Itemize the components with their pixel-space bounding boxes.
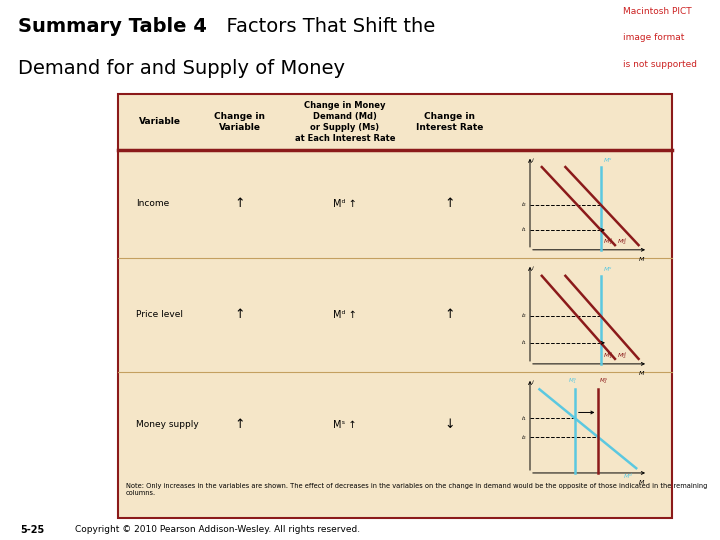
Text: $M_2^s$: $M_2^s$ [598,377,608,387]
Text: $M_1^s$: $M_1^s$ [568,377,577,387]
Text: Income: Income [136,199,169,208]
Text: $i_1$: $i_1$ [521,414,527,423]
Text: Variable: Variable [139,117,181,126]
Text: $M$: $M$ [639,478,646,486]
Text: $M$: $M$ [639,369,646,377]
Text: $M_1^d$: $M_1^d$ [603,236,613,247]
Text: 5-25: 5-25 [20,525,44,535]
Text: $i$: $i$ [531,264,535,272]
Text: Change in
Interest Rate: Change in Interest Rate [416,112,484,132]
Text: ↓: ↓ [445,418,455,431]
Text: Mᵈ ↑: Mᵈ ↑ [333,310,357,320]
Text: $i$: $i$ [531,156,535,164]
Text: $i_2$: $i_2$ [521,200,527,210]
Text: $M^s$: $M^s$ [603,266,613,274]
Text: Copyright © 2010 Pearson Addison-Wesley. All rights reserved.: Copyright © 2010 Pearson Addison-Wesley.… [75,525,360,535]
Text: Factors That Shift the: Factors That Shift the [214,17,435,36]
Text: ↑: ↑ [235,308,246,321]
Text: Demand for and Supply of Money: Demand for and Supply of Money [18,59,345,78]
Text: ↑: ↑ [235,418,246,431]
Text: $M$: $M$ [639,255,646,263]
Bar [118,94,672,518]
Text: $M^s$: $M^s$ [603,157,613,165]
Text: ↑: ↑ [445,197,455,210]
Text: Note: Only increases in the variables are shown. The effect of decreases in the : Note: Only increases in the variables ar… [126,483,707,496]
Text: $i_2$: $i_2$ [521,312,527,320]
Text: $M_2^d$: $M_2^d$ [617,236,628,247]
Text: Price level: Price level [136,310,183,319]
Text: $i_1$: $i_1$ [521,226,527,234]
Text: $M^d$: $M^d$ [624,472,634,481]
Text: Summary Table 4: Summary Table 4 [18,17,207,36]
Text: $M_1^d$: $M_1^d$ [603,350,613,361]
Text: Change in Money
Demand (Md)
or Supply (Ms)
at Each Interest Rate: Change in Money Demand (Md) or Supply (M… [294,100,395,143]
Text: $i$: $i$ [531,377,535,386]
Text: ↑: ↑ [235,197,246,210]
Text: Macintosh PICT: Macintosh PICT [623,6,691,16]
Text: ↑: ↑ [445,308,455,321]
Text: $i_1$: $i_1$ [521,339,527,347]
Text: $i_2$: $i_2$ [521,433,527,442]
Text: is not supported: is not supported [623,60,697,69]
Text: $M_2^d$: $M_2^d$ [617,350,628,361]
Text: image format: image format [623,33,684,43]
Text: Change in
Variable: Change in Variable [215,112,266,132]
Text: Mˢ ↑: Mˢ ↑ [333,420,356,430]
Text: Mᵈ ↑: Mᵈ ↑ [333,199,357,209]
Text: Money supply: Money supply [136,421,199,429]
